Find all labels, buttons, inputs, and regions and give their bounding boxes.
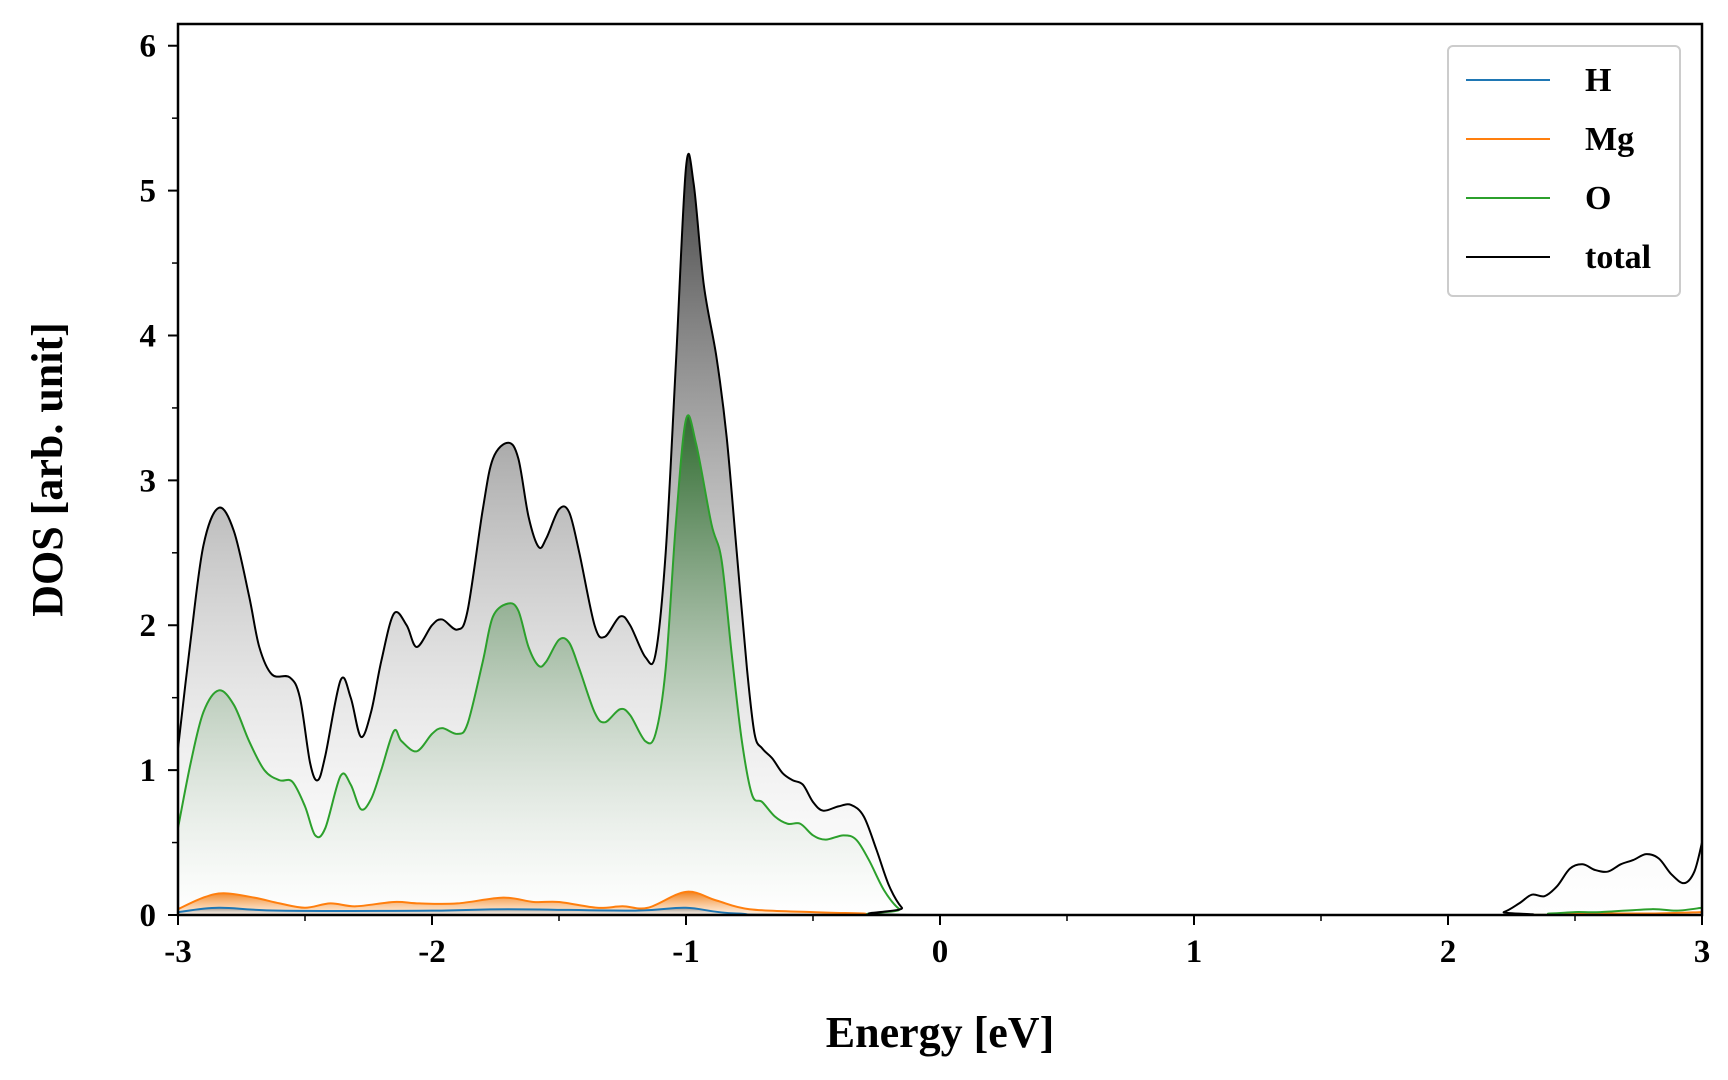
x-tick-label: 0 xyxy=(932,934,949,970)
axis-ticks: -3 -2 -1 0 1 2 3 0 1 2 3 4 5 6 xyxy=(140,29,1711,970)
x-tick-label: -1 xyxy=(672,934,700,970)
x-tick-label: 1 xyxy=(1186,934,1203,970)
legend-label-mg: Mg xyxy=(1585,121,1634,158)
area-fill-h xyxy=(178,907,1702,915)
y-tick-label: 5 xyxy=(140,174,157,210)
legend-label-total: total xyxy=(1585,239,1651,276)
legend-label-o: O xyxy=(1585,180,1611,217)
area-fill-o xyxy=(178,415,1702,915)
y-tick-label: 3 xyxy=(140,463,157,499)
series-line-total xyxy=(177,152,1703,917)
legend-label-h: H xyxy=(1585,62,1611,99)
x-tick-label: -2 xyxy=(418,934,446,970)
y-tick-label: 1 xyxy=(140,753,157,789)
y-tick-label: 6 xyxy=(140,29,157,65)
y-tick-label: 2 xyxy=(140,608,157,644)
x-tick-label: 2 xyxy=(1440,934,1457,970)
y-tick-label: 4 xyxy=(140,318,157,354)
y-tick-label: 0 xyxy=(140,898,157,934)
y-axis-label: DOS [arb. unit] xyxy=(23,322,72,617)
legend-box xyxy=(1447,45,1681,297)
x-axis-label: Energy [eV] xyxy=(826,1008,1055,1057)
x-tick-label: -3 xyxy=(164,934,192,970)
series-line-o xyxy=(177,414,1703,917)
x-tick-label: 3 xyxy=(1694,934,1711,970)
